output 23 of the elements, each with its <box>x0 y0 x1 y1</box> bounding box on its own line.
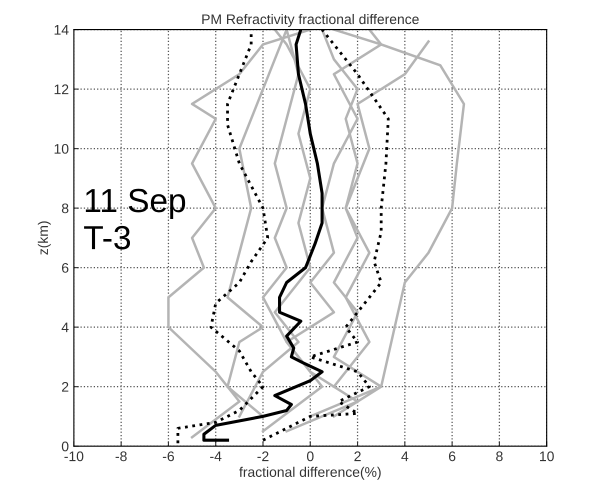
annotation: 11 Sep T-3 <box>84 188 186 250</box>
x-tick-label: 0 <box>306 451 314 462</box>
y-tick-label: 2 <box>62 382 68 392</box>
x-tick-label: 8 <box>496 451 503 462</box>
x-tick-label: -8 <box>116 451 127 462</box>
y-tick-label: 10 <box>54 144 68 154</box>
x-tick-label: 6 <box>448 451 456 462</box>
y-tick-label: 14 <box>54 25 69 35</box>
chart-title: PM Refractivity fractional difference <box>202 14 419 27</box>
y-tick-label: 8 <box>62 203 68 214</box>
x-tick-label: 4 <box>401 452 408 462</box>
x-tick-label: 2 <box>354 451 361 462</box>
y-tick-label: 6 <box>62 262 68 273</box>
y-tick-label: 0 <box>62 442 68 452</box>
x-tick-label: -10 <box>64 451 84 462</box>
x-tick-label: 10 <box>540 451 554 462</box>
y-tick-label: 4 <box>62 322 69 332</box>
y-tick-label: 12 <box>54 84 68 94</box>
y-axis-title: z(km) <box>38 221 51 255</box>
x-tick-label: -4 <box>210 452 222 462</box>
x-axis-title: fractional difference(%) <box>239 466 381 480</box>
x-tick-label: -2 <box>257 451 268 462</box>
x-tick-label: -6 <box>162 451 174 462</box>
